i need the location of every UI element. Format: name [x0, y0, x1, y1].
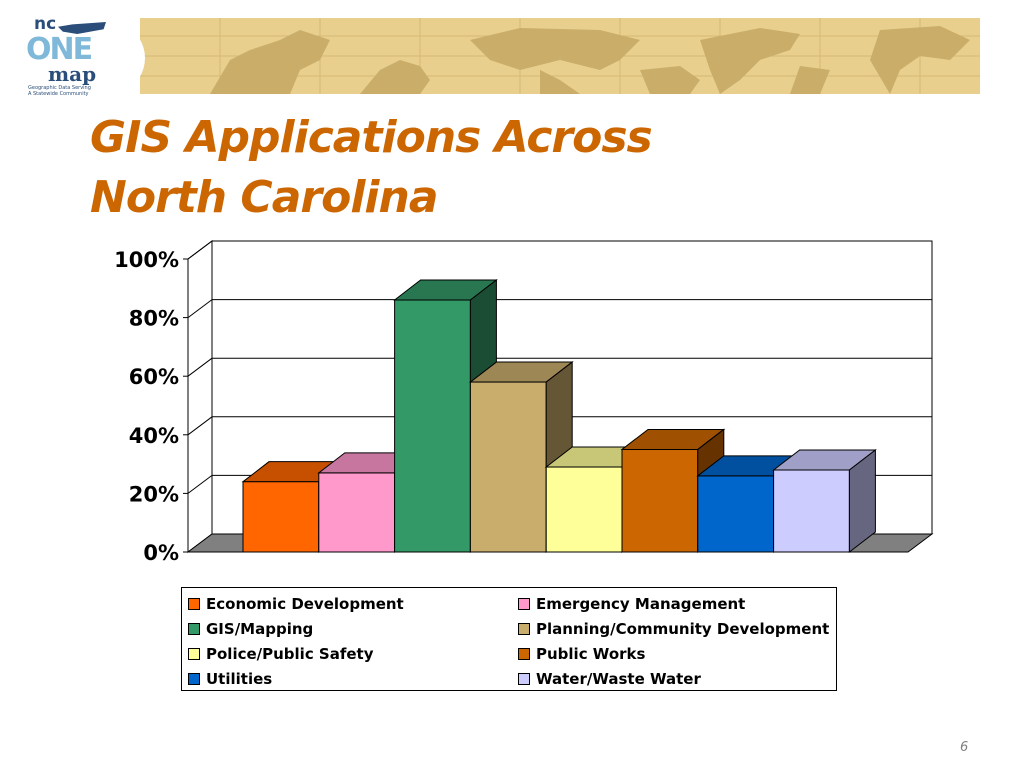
legend-swatch [188, 647, 200, 660]
legend-swatch [188, 597, 200, 610]
bar-front [469, 381, 547, 553]
legend-swatch [188, 672, 200, 685]
bar-5 [620, 428, 726, 554]
y-tick-label: 40% [129, 424, 179, 448]
legend-swatch [518, 622, 530, 635]
page-number: 6 [960, 740, 969, 755]
logo-text-map: map [48, 62, 97, 86]
y-tick-label: 0% [143, 541, 179, 565]
chart-y-tick-labels: 0% 20% 40% 60% 80% 100% [114, 248, 188, 565]
bar-front [545, 466, 623, 553]
legend-item: Police/Public Safety [188, 641, 518, 666]
gridline-side [187, 474, 213, 494]
gridline-side [187, 357, 213, 377]
legend-swatch [518, 672, 530, 685]
y-tick-label: 20% [129, 482, 179, 506]
logo-tagline-1: Geographic Data Serving [28, 85, 91, 91]
slide-title: GIS Applications Across North Carolina [90, 108, 653, 228]
logo-text-nc: nc [34, 14, 57, 34]
legend-swatch [518, 597, 530, 610]
legend-label: Utilities [206, 669, 273, 688]
legend-item: Public Works [518, 641, 838, 666]
legend-swatch [188, 622, 200, 635]
legend-item: Water/Waste Water [518, 666, 838, 691]
legend-label: Police/Public Safety [206, 644, 374, 663]
legend-item: Planning/Community Development [518, 616, 838, 641]
legend-item: GIS/Mapping [188, 616, 518, 641]
bar-side [848, 448, 876, 554]
legend-label: Public Works [536, 644, 646, 663]
y-tick-label: 60% [129, 365, 179, 389]
bar-front [242, 481, 320, 553]
header-banner: nc ONE map Geographic Data Serving A Sta… [0, 0, 1024, 110]
gridline-side [187, 240, 213, 260]
logo-text-one: ONE [26, 32, 93, 67]
y-tick-label: 100% [114, 248, 179, 272]
legend-swatch [518, 647, 530, 660]
bar-front [621, 448, 699, 553]
legend-label: Economic Development [206, 594, 404, 613]
legend-item: Utilities [188, 666, 518, 691]
slide-title-line-1: GIS Applications Across [90, 112, 653, 163]
chart-legend: Economic Development Emergency Management… [181, 587, 837, 691]
legend-item: Economic Development [188, 591, 518, 616]
bar-front [773, 469, 850, 553]
bar-front [394, 299, 471, 553]
header-map-graphic [0, 6, 980, 110]
legend-label: GIS/Mapping [206, 619, 314, 638]
bar-chart: 0% 20% 40% 60% 80% 100% [114, 240, 934, 565]
bar-front [697, 475, 775, 553]
chart-bars [241, 279, 877, 554]
gridline-side [187, 299, 213, 319]
legend-item: Emergency Management [518, 591, 838, 616]
logo: nc ONE map Geographic Data Serving A Sta… [24, 14, 120, 97]
bar-7 [772, 448, 877, 554]
bar-front [318, 472, 396, 553]
logo-tagline-2: A Statewide Community [28, 91, 89, 97]
slide-title-line-2: North Carolina [90, 172, 439, 223]
legend-label: Planning/Community Development [536, 619, 830, 638]
y-tick-label: 80% [129, 307, 179, 331]
legend-label: Emergency Management [536, 594, 746, 613]
chart-side-wall [187, 240, 213, 553]
gridline-side [187, 416, 213, 436]
legend-label: Water/Waste Water [536, 669, 701, 688]
